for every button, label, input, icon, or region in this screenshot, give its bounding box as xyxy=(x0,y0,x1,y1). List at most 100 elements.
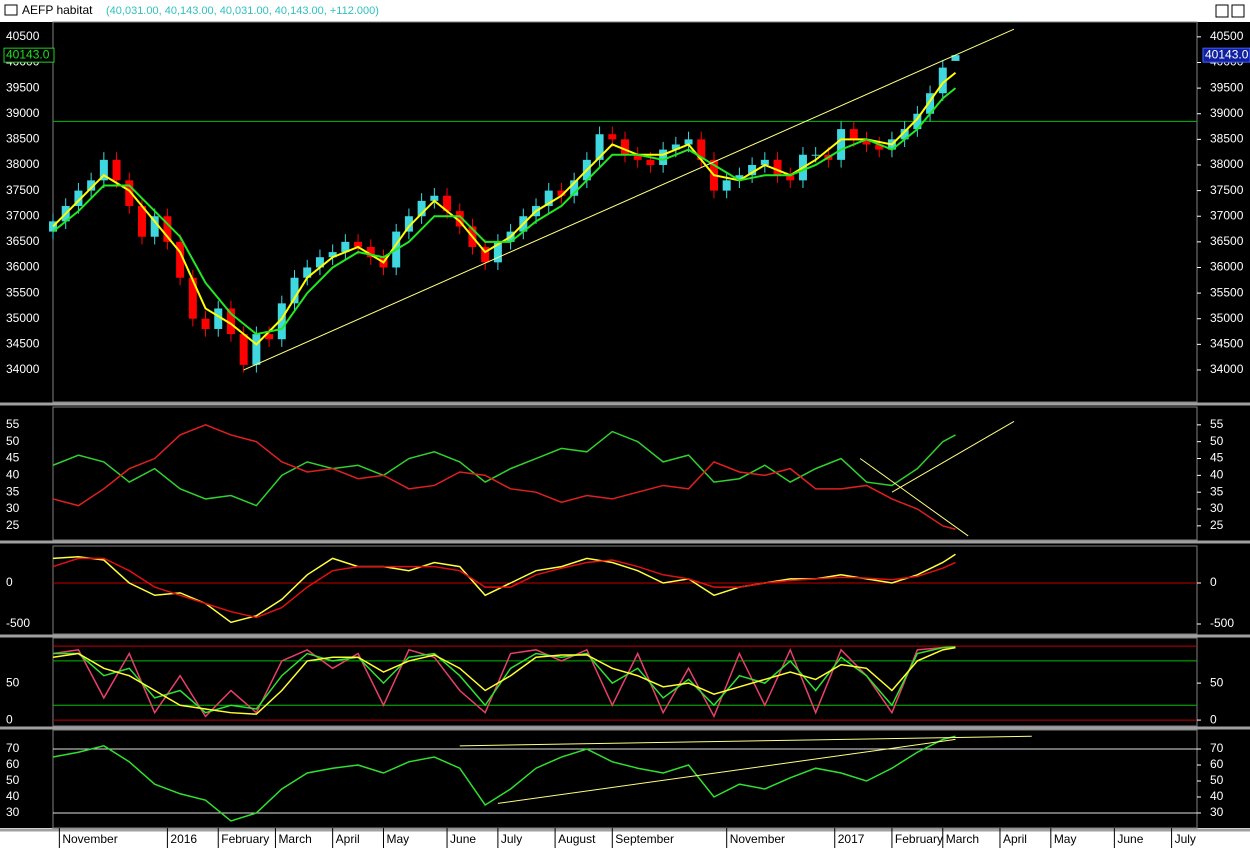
y-tick-label: 0 xyxy=(1210,712,1217,726)
y-tick-label: 34000 xyxy=(6,362,40,376)
panel-frame xyxy=(52,637,1198,727)
y-tick-label: 34500 xyxy=(1210,337,1244,351)
candle-body xyxy=(913,113,922,130)
candle-body xyxy=(697,139,706,160)
candle-body xyxy=(137,205,146,237)
candle-body xyxy=(404,216,413,232)
y-tick-label: 50 xyxy=(6,675,20,689)
candle-body xyxy=(417,200,426,217)
panel-frame xyxy=(52,21,1198,403)
y-tick-label: -500 xyxy=(1210,616,1234,630)
y-tick-label: 0 xyxy=(6,712,13,726)
candle-body xyxy=(595,134,604,160)
candle-body xyxy=(303,267,312,278)
x-tick-label: November xyxy=(730,832,785,846)
y-tick-label: 30 xyxy=(1210,501,1224,515)
y-tick-label: 0 xyxy=(6,575,13,589)
candle-body xyxy=(481,246,490,263)
trend-line xyxy=(497,738,956,804)
y-tick-label: 39500 xyxy=(6,80,40,94)
x-tick-label: May xyxy=(1054,832,1077,846)
candle-body xyxy=(875,144,884,150)
last-value-box xyxy=(3,47,55,63)
trend-line xyxy=(459,735,1032,747)
window-title: AEFP habitat xyxy=(22,3,93,17)
candle-body xyxy=(811,154,820,156)
y-tick-label: 70 xyxy=(6,741,20,755)
trend-line xyxy=(243,28,1015,371)
indicator-line xyxy=(52,735,956,822)
candle-body xyxy=(659,149,668,165)
panel-frame xyxy=(52,406,1198,541)
close-button[interactable] xyxy=(1231,4,1245,18)
indicator-line xyxy=(52,646,956,715)
last-value-label: 40143.0 xyxy=(6,47,50,61)
candle-body xyxy=(926,93,935,114)
x-tick-label: March xyxy=(278,832,311,846)
y-tick-label: 37500 xyxy=(1210,183,1244,197)
candle-body xyxy=(646,159,655,165)
candle-body xyxy=(252,334,261,365)
x-tick-label: 2016 xyxy=(170,832,197,846)
candle-body xyxy=(112,159,121,181)
y-tick-label: 40 xyxy=(6,468,20,482)
y-tick-label: 35 xyxy=(6,484,20,498)
candle-body xyxy=(315,257,324,268)
last-value-box xyxy=(1202,47,1250,63)
y-tick-label: 30 xyxy=(6,805,20,819)
candle-body xyxy=(226,308,235,335)
candle-body xyxy=(430,195,439,201)
candle-body xyxy=(837,129,846,160)
y-tick-label: 0 xyxy=(1210,575,1217,589)
indicator-line xyxy=(53,646,956,714)
title-bar xyxy=(0,0,1250,22)
y-tick-label: 35000 xyxy=(1210,311,1244,325)
y-tick-label: 35500 xyxy=(6,285,40,299)
y-tick-label: 37000 xyxy=(6,208,40,222)
y-tick-label: 50 xyxy=(6,773,20,787)
y-tick-label: 60 xyxy=(1210,757,1224,771)
y-tick-label: 40 xyxy=(1210,468,1224,482)
candle-body xyxy=(570,180,579,196)
last-value-label: 40143.0 xyxy=(1205,47,1249,61)
y-tick-label: 34000 xyxy=(1210,362,1244,376)
y-tick-label: 36500 xyxy=(6,234,40,248)
candle-body xyxy=(341,241,350,253)
x-tick-label: May xyxy=(386,832,409,846)
indicator-line xyxy=(52,87,957,336)
candle-body xyxy=(900,129,909,140)
candle-body xyxy=(760,159,769,165)
panel-frame xyxy=(52,729,1198,829)
candle-body xyxy=(849,129,858,140)
trend-line xyxy=(891,421,1015,493)
trend-line xyxy=(859,458,969,537)
y-tick-label: 50 xyxy=(6,434,20,448)
candle-body xyxy=(557,190,566,196)
maximize-button[interactable] xyxy=(1215,4,1229,18)
candle-body xyxy=(239,334,248,365)
candle-body xyxy=(214,308,223,329)
y-tick-label: 50 xyxy=(1210,773,1224,787)
y-tick-label: 36000 xyxy=(6,260,40,274)
indicator-line xyxy=(52,430,956,507)
window-icon xyxy=(4,4,18,16)
x-tick-label: April xyxy=(336,832,360,846)
y-tick-label: 39000 xyxy=(6,106,40,120)
x-tick-label: 2017 xyxy=(838,832,865,846)
y-tick-label: 50 xyxy=(1210,434,1224,448)
candle-body xyxy=(176,241,185,278)
candle-body xyxy=(201,318,210,329)
y-tick-label: 37000 xyxy=(1210,208,1244,222)
candle-body xyxy=(938,67,947,94)
x-tick-label: June xyxy=(1117,832,1143,846)
y-tick-label: 70 xyxy=(1210,741,1224,755)
y-tick-label: 40500 xyxy=(6,29,40,43)
y-tick-label: 40500 xyxy=(1210,29,1244,43)
candle-body xyxy=(722,180,731,191)
candle-body xyxy=(773,159,782,176)
indicator-line xyxy=(52,646,956,719)
candle-body xyxy=(735,175,744,181)
x-tick-label: August xyxy=(558,832,596,846)
